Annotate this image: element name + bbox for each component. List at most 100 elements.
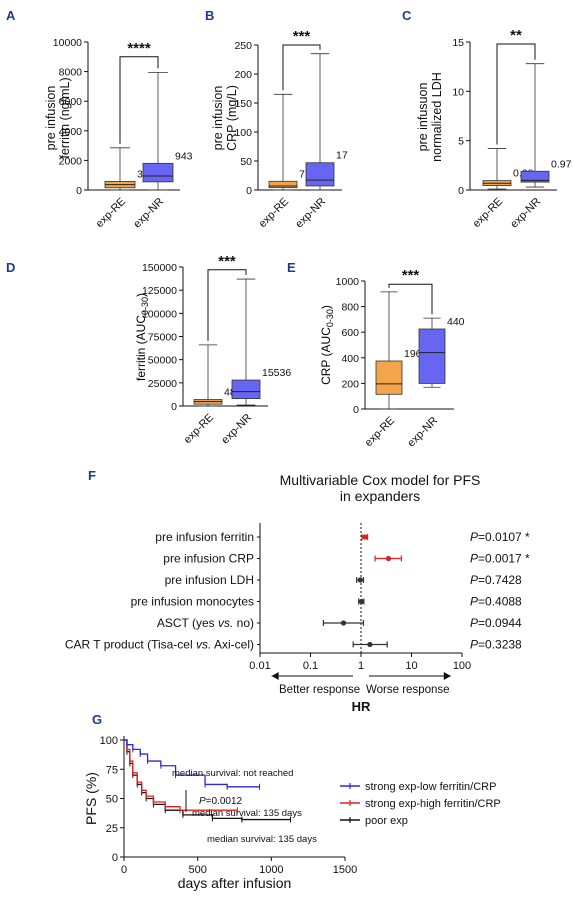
y-tick-label-E: 600 bbox=[341, 327, 359, 339]
median-label-B: 17 bbox=[336, 150, 348, 162]
y-tick-label-E: 200 bbox=[341, 378, 359, 390]
y-axis-label-part-D: 0-30 bbox=[140, 297, 150, 315]
legend-label: strong exp-high ferritin/CRP bbox=[365, 798, 501, 810]
km-x-tick-label: 1500 bbox=[333, 864, 357, 876]
y-axis-label-B: CRP (mg/L) bbox=[225, 85, 239, 151]
box-E-exp-NR bbox=[418, 328, 446, 384]
panel-letter-A: A bbox=[6, 8, 16, 23]
category-label-B: exp-NR bbox=[293, 196, 328, 231]
annotation-not-reached: median survival: not reached bbox=[172, 768, 293, 779]
forest-p-number: =0.4088 bbox=[478, 595, 522, 609]
worse-response-label: Worse response bbox=[366, 684, 450, 696]
box-E-exp-RE bbox=[375, 360, 403, 395]
km-x-axis-label: days after infusion bbox=[178, 875, 292, 891]
forest-row-label: pre infusion ferritin bbox=[155, 530, 254, 544]
y-tick-label-B: 150 bbox=[234, 98, 252, 110]
forest-title: Multivariable Cox model for PFS bbox=[280, 472, 481, 488]
median-label-B: 7 bbox=[299, 168, 305, 180]
box-B-exp-NR bbox=[305, 162, 335, 187]
forest-point bbox=[340, 620, 347, 626]
forest-p-number: =0.3238 bbox=[478, 638, 522, 652]
box-A-exp-NR bbox=[142, 162, 174, 183]
y-tick-label-B: 100 bbox=[234, 127, 252, 139]
forest-x-tick-label: 100 bbox=[453, 660, 471, 672]
median-label-D: 15536 bbox=[262, 367, 291, 379]
km-y-tick-label: 0 bbox=[112, 852, 118, 864]
box-D-exp-NR bbox=[231, 379, 261, 399]
km-y-tick-label: 25 bbox=[106, 823, 118, 835]
y-tick-label-A: 10000 bbox=[53, 37, 82, 49]
y-axis-label-part-E: 0-30 bbox=[325, 309, 335, 327]
forest-row-label-part: CAR T product (Tisa-cel bbox=[65, 638, 196, 652]
forest-x-tick-label: 10 bbox=[405, 660, 417, 672]
forest-p-value: P=0.3238 bbox=[470, 638, 522, 652]
forest-p-letter: P bbox=[470, 530, 478, 544]
y-tick-label-B: 50 bbox=[240, 156, 252, 168]
forest-p-number: =0.0107 * bbox=[478, 530, 530, 544]
forest-point bbox=[385, 555, 392, 562]
forest-p-value: P=0.0017 * bbox=[470, 552, 530, 566]
forest-row-label-part: no) bbox=[233, 616, 254, 630]
y-tick-label-B: 0 bbox=[246, 185, 252, 197]
panel-letter-D: D bbox=[6, 260, 15, 275]
y-axis-label-part-D: ferritin (AUC bbox=[134, 315, 148, 381]
forest-p-letter: P bbox=[470, 616, 478, 630]
forest-row-label-part: Axi-cel) bbox=[211, 638, 254, 652]
forest-row-label: CAR T product (Tisa-cel vs. Axi-cel) bbox=[65, 638, 254, 652]
category-label-E: exp-RE bbox=[363, 415, 397, 449]
forest-p-number: =0.0017 * bbox=[478, 552, 530, 566]
y-tick-label-E: 1000 bbox=[336, 276, 360, 288]
category-label-E: exp-NR bbox=[405, 415, 440, 450]
annotation-p-number: =0.0012 bbox=[206, 796, 243, 807]
forest-point bbox=[362, 534, 368, 540]
km-curve-0 bbox=[124, 739, 260, 788]
y-axis-label-A: pre infusion bbox=[44, 86, 58, 151]
significance-bracket-E bbox=[388, 283, 433, 315]
y-tick-label-E: 800 bbox=[341, 302, 359, 314]
median-label-C: 0.97 bbox=[551, 158, 572, 170]
significance-bracket-A bbox=[119, 56, 159, 144]
y-tick-label-C: 10 bbox=[452, 86, 464, 98]
panel-letter-F: F bbox=[88, 468, 96, 483]
forest-x-tick-label: 0.1 bbox=[303, 660, 318, 672]
box-C-exp-NR bbox=[520, 170, 550, 183]
panel-letter-E: E bbox=[287, 260, 296, 275]
y-axis-label-E: CRP (AUC0-30) bbox=[319, 305, 335, 385]
y-tick-label-B: 200 bbox=[234, 69, 252, 81]
category-label-A: exp-NR bbox=[131, 196, 166, 231]
y-axis-label-part-E: ) bbox=[319, 305, 333, 309]
category-label-B: exp-RE bbox=[257, 196, 291, 230]
y-tick-label-E: 0 bbox=[353, 404, 359, 416]
y-axis-label-part-D: ) bbox=[134, 293, 148, 297]
y-axis-label-part-E: CRP (AUC bbox=[319, 327, 333, 385]
category-label-C: exp-RE bbox=[471, 196, 505, 230]
forest-p-value: P=0.0107 * bbox=[470, 530, 530, 544]
median-label-E: 196 bbox=[404, 348, 422, 360]
km-y-tick-label: 50 bbox=[106, 794, 118, 806]
km-y-axis-label: PFS (%) bbox=[83, 772, 99, 825]
forest-x-tick-label: 1 bbox=[358, 660, 364, 672]
significance-stars-C: ** bbox=[510, 27, 522, 44]
forest-x-label: HR bbox=[352, 699, 371, 714]
y-axis-label-A: ferritin (ng/mL) bbox=[58, 77, 72, 158]
forest-point bbox=[357, 577, 363, 583]
y-axis-label-D: ferritin (AUC0-30) bbox=[134, 293, 150, 381]
forest-row-label: pre infusion monocytes bbox=[131, 595, 254, 609]
y-tick-label-D: 50000 bbox=[148, 355, 177, 367]
forest-p-letter: P bbox=[470, 552, 478, 566]
significance-bracket-C bbox=[496, 43, 536, 145]
forest-title: in expanders bbox=[340, 488, 420, 504]
significance-bracket-B bbox=[282, 44, 321, 91]
forest-point bbox=[367, 641, 373, 648]
km-y-tick-label: 75 bbox=[106, 764, 118, 776]
forest-p-value: P=0.7428 bbox=[470, 573, 522, 587]
y-tick-label-D: 125000 bbox=[142, 285, 177, 297]
forest-row-label-part: vs. bbox=[218, 616, 233, 630]
panel-letter-B: B bbox=[205, 8, 214, 23]
y-tick-label-C: 5 bbox=[458, 136, 464, 148]
panel-letter-C: C bbox=[402, 8, 412, 23]
forest-row-label: pre infusion CRP bbox=[163, 552, 254, 566]
y-tick-label-D: 100000 bbox=[142, 308, 177, 320]
forest-p-value: P=0.0944 bbox=[470, 616, 522, 630]
